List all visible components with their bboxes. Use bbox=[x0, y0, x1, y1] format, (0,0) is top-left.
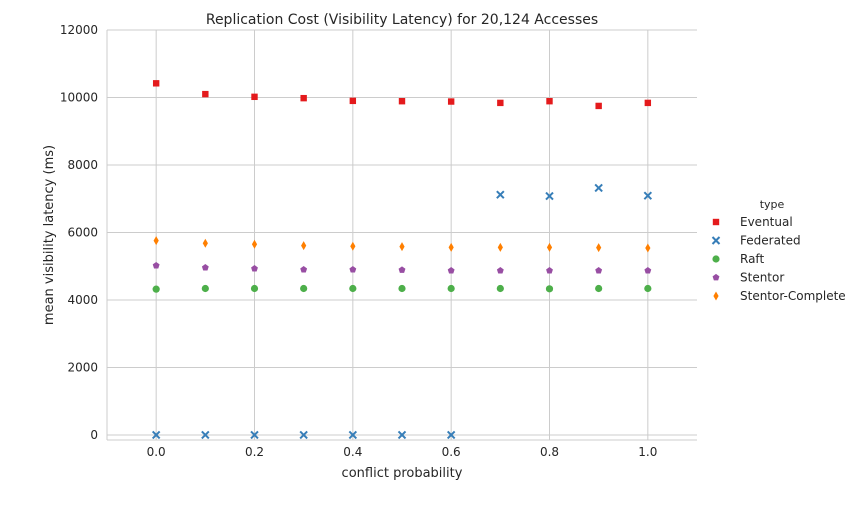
y-axis-label: mean visibility latency (ms) bbox=[42, 145, 57, 325]
point-raft bbox=[496, 284, 504, 293]
x-axis-label: conflict probability bbox=[342, 466, 463, 481]
point-stentor bbox=[201, 263, 209, 271]
point-stentor bbox=[546, 267, 553, 274]
legend: type Eventual Federated Raft Stentor Stentor… bbox=[711, 198, 846, 303]
x-tick-label: 1.0 bbox=[638, 445, 657, 459]
legend-item-federated: Federated bbox=[711, 234, 801, 248]
point-stentor bbox=[398, 266, 406, 273]
point-eventual bbox=[644, 99, 652, 107]
legend-label-stentor: Stentor bbox=[740, 271, 784, 285]
point-stentor-complete bbox=[251, 239, 258, 249]
point-eventual bbox=[447, 98, 455, 105]
chart-title: Replication Cost (Visibility Latency) fo… bbox=[206, 12, 598, 28]
legend-marker-stentor bbox=[712, 273, 720, 281]
point-stentor bbox=[152, 261, 160, 269]
legend-item-eventual: Eventual bbox=[712, 215, 793, 229]
x-tick-label: 0.2 bbox=[245, 445, 264, 459]
point-stentor-complete bbox=[596, 243, 602, 253]
series-eventual bbox=[152, 80, 652, 110]
point-stentor-complete bbox=[153, 236, 159, 246]
y-tick-label: 8000 bbox=[67, 158, 98, 172]
point-stentor-complete bbox=[399, 242, 405, 252]
point-raft bbox=[152, 285, 160, 293]
point-raft bbox=[595, 284, 603, 293]
axes: 0.0 0.2 0.4 0.6 0.8 1.0 0 2000 4000 6000 8000 10000… bbox=[60, 23, 697, 459]
point-federated bbox=[397, 430, 407, 440]
point-eventual bbox=[202, 90, 209, 98]
y-tick-label: 2000 bbox=[67, 360, 98, 374]
point-eventual bbox=[152, 80, 160, 87]
point-federated bbox=[201, 430, 210, 440]
point-stentor-complete bbox=[448, 242, 454, 252]
point-stentor-complete bbox=[546, 242, 553, 252]
point-eventual bbox=[251, 93, 258, 101]
point-stentor bbox=[300, 265, 308, 273]
y-tick-label: 0 bbox=[90, 428, 98, 442]
legend-marker-federated bbox=[711, 236, 721, 245]
point-stentor-complete bbox=[350, 241, 356, 251]
point-stentor-complete bbox=[202, 238, 208, 248]
point-stentor bbox=[349, 265, 357, 273]
point-federated bbox=[151, 430, 161, 440]
point-raft bbox=[398, 284, 406, 293]
legend-item-stentor: Stentor bbox=[712, 271, 784, 285]
y-tick-label: 10000 bbox=[60, 90, 98, 104]
x-tick-label: 0.6 bbox=[442, 445, 461, 459]
point-stentor bbox=[595, 267, 603, 274]
y-tick-label: 4000 bbox=[67, 293, 98, 307]
series-stentor bbox=[152, 261, 652, 274]
series-federated bbox=[151, 183, 653, 440]
point-federated bbox=[348, 430, 358, 440]
legend-label-eventual: Eventual bbox=[740, 215, 793, 229]
legend-label-stentor-complete: Stentor-Complete bbox=[740, 289, 846, 303]
data-points bbox=[151, 80, 653, 440]
point-federated bbox=[545, 191, 554, 201]
point-stentor bbox=[644, 267, 652, 274]
point-federated bbox=[299, 430, 308, 440]
legend-marker-eventual bbox=[712, 218, 720, 226]
y-tick-label: 12000 bbox=[60, 23, 98, 37]
legend-item-raft: Raft bbox=[712, 252, 764, 266]
point-stentor bbox=[251, 264, 258, 272]
point-raft bbox=[300, 284, 308, 293]
point-eventual bbox=[300, 94, 307, 102]
point-federated bbox=[250, 430, 259, 440]
point-federated bbox=[446, 430, 456, 440]
point-federated bbox=[643, 191, 653, 200]
point-federated bbox=[594, 183, 603, 193]
point-raft bbox=[644, 284, 652, 293]
point-raft bbox=[447, 284, 455, 293]
point-raft bbox=[349, 284, 357, 293]
point-federated bbox=[496, 190, 505, 199]
point-stentor-complete bbox=[301, 241, 307, 251]
grid bbox=[107, 29, 697, 440]
point-stentor bbox=[447, 267, 455, 274]
point-stentor bbox=[496, 267, 504, 274]
legend-marker-raft bbox=[712, 255, 720, 263]
point-eventual bbox=[546, 98, 553, 105]
x-tick-label: 0.4 bbox=[343, 445, 362, 459]
series-stentor-complete bbox=[153, 236, 651, 253]
point-stentor-complete bbox=[645, 243, 651, 253]
point-eventual bbox=[398, 98, 406, 105]
series-raft bbox=[152, 284, 652, 293]
y-tick-label: 6000 bbox=[67, 225, 98, 239]
point-raft bbox=[250, 284, 259, 293]
point-eventual bbox=[349, 97, 357, 105]
point-stentor-complete bbox=[497, 242, 503, 252]
legend-label-federated: Federated bbox=[740, 234, 801, 248]
legend-label-raft: Raft bbox=[740, 252, 764, 266]
legend-item-stentor-complete: Stentor-Complete bbox=[713, 289, 846, 303]
legend-marker-stentor-complete bbox=[713, 291, 719, 301]
legend-title: type bbox=[760, 198, 785, 211]
point-eventual bbox=[595, 102, 602, 110]
point-raft bbox=[545, 285, 554, 293]
x-tick-label: 0.8 bbox=[540, 445, 559, 459]
point-raft bbox=[201, 284, 209, 293]
x-tick-label: 0.0 bbox=[147, 445, 166, 459]
point-eventual bbox=[497, 99, 504, 107]
